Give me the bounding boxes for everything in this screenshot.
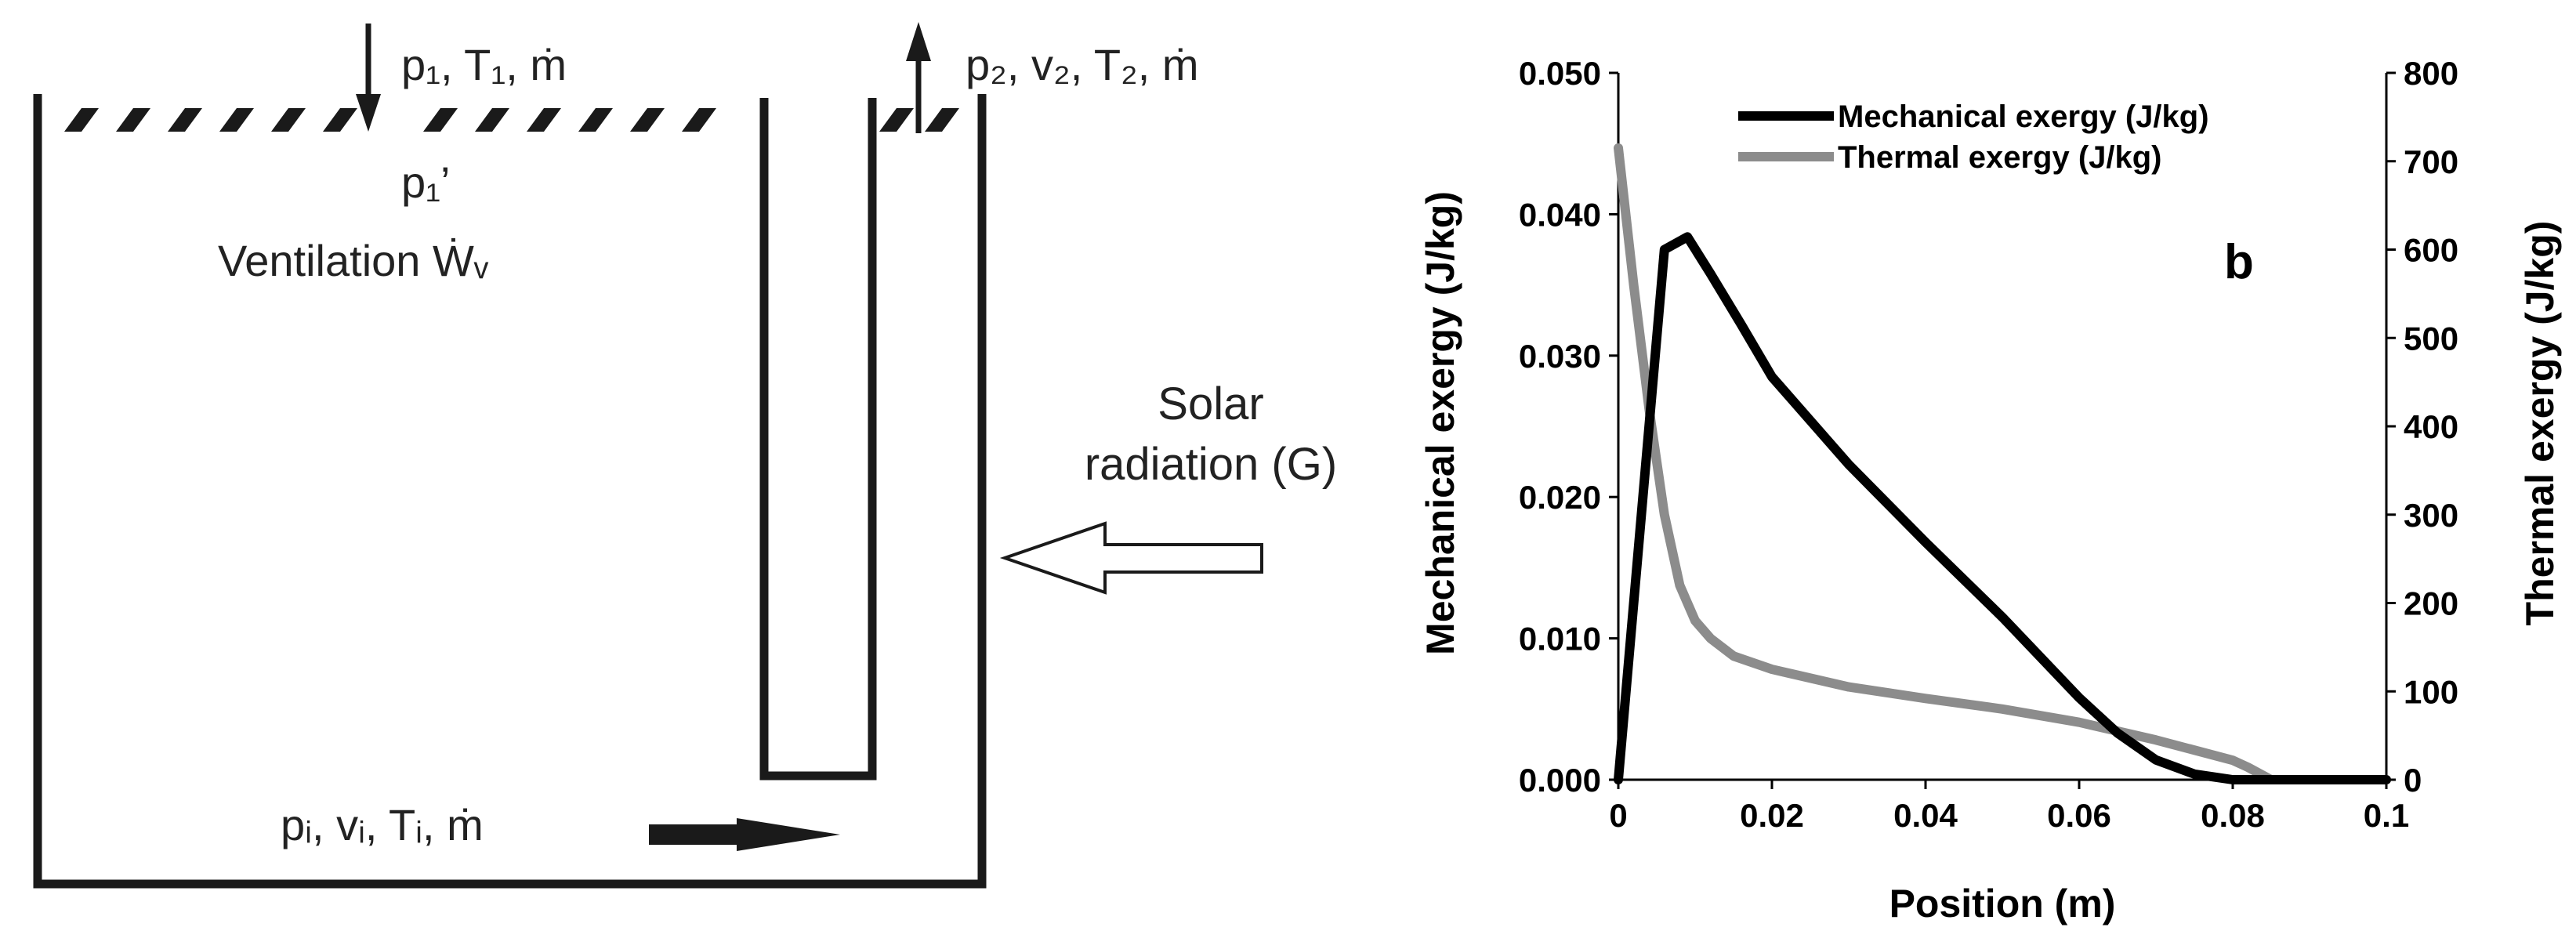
legend-label-mechanical: Mechanical exergy (J/kg) bbox=[1838, 100, 2209, 134]
x-tick-label: 0.02 bbox=[1740, 797, 1804, 834]
right-axis-ticks: 0 100 200 300 400 500 600 700 800 bbox=[2386, 55, 2458, 799]
inlet-arrow-down bbox=[356, 24, 381, 132]
series-line-mechanical-exergy bbox=[1614, 232, 2391, 784]
x-tick-label: 0 bbox=[1609, 797, 1627, 834]
solar-radiation-arrow bbox=[999, 521, 1263, 595]
x-axis-ticks: 0 0.02 0.04 0.06 0.08 0.1 bbox=[1609, 780, 2409, 834]
inlet-label: p₁, T₁, ṁ bbox=[401, 40, 567, 89]
right-tick-label: 600 bbox=[2404, 232, 2458, 269]
right-tick-label: 700 bbox=[2404, 143, 2458, 180]
outlet-arrow-up bbox=[906, 22, 931, 133]
left-tick-label: 0.020 bbox=[1519, 479, 1601, 516]
left-axis-title: Mechanical exergy (J/kg) bbox=[1418, 191, 1462, 655]
p1-prime-label: p₁’ bbox=[401, 158, 450, 207]
legend: Mechanical exergy (J/kg) Thermal exergy … bbox=[1738, 100, 2209, 175]
x-tick-label: 0.1 bbox=[2364, 797, 2409, 834]
left-tick-label: 0.050 bbox=[1519, 55, 1601, 92]
right-tick-label: 200 bbox=[2404, 585, 2458, 622]
bottom-flow-arrow bbox=[649, 818, 840, 851]
legend-label-thermal: Thermal exergy (J/kg) bbox=[1838, 140, 2162, 175]
x-tick-label: 0.06 bbox=[2047, 797, 2111, 834]
solar-label-line1: Solar bbox=[1158, 379, 1263, 429]
porous-top-hatch bbox=[64, 108, 959, 132]
x-axis-title: Position (m) bbox=[1889, 882, 2116, 925]
solar-label-line2: radiation (G) bbox=[1085, 439, 1337, 490]
right-tick-label: 0 bbox=[2404, 762, 2422, 799]
inner-channel-wall bbox=[759, 98, 877, 781]
right-tick-label: 400 bbox=[2404, 408, 2458, 445]
left-tick-label: 0.010 bbox=[1519, 621, 1601, 657]
right-axis-title: Thermal exergy (J/kg) bbox=[2518, 221, 2562, 626]
left-tick-label: 0.030 bbox=[1519, 338, 1601, 375]
x-tick-label: 0.04 bbox=[1893, 797, 1958, 834]
container-left-wall bbox=[33, 94, 987, 889]
left-tick-label: 0.000 bbox=[1519, 762, 1601, 799]
ventilation-label: Ventilation Ẇᵥ bbox=[218, 236, 489, 285]
exergy-chart: 0 0.02 0.04 0.06 0.08 0.1 0.000 0.010 0.020 0.03… bbox=[1418, 55, 2562, 925]
panel-label: b bbox=[2224, 235, 2254, 289]
right-tick-label: 800 bbox=[2404, 55, 2458, 92]
x-tick-label: 0.08 bbox=[2201, 797, 2265, 834]
right-tick-label: 500 bbox=[2404, 320, 2458, 357]
right-tick-label: 100 bbox=[2404, 673, 2458, 710]
right-tick-label: 300 bbox=[2404, 497, 2458, 534]
outlet-label: p₂, v₂, T₂, ṁ bbox=[966, 40, 1199, 89]
bottom-flow-label: pᵢ, vᵢ, Tᵢ, ṁ bbox=[281, 800, 484, 849]
left-axis-ticks: 0.000 0.010 0.020 0.030 0.040 0.050 bbox=[1519, 55, 1618, 799]
schematic-diagram: p₁, T₁, ṁ p₂, v₂, T₂, ṁ p₁’ Ventilation … bbox=[33, 22, 1337, 889]
left-tick-label: 0.040 bbox=[1519, 196, 1601, 233]
series-line-thermal-exergy bbox=[1614, 143, 2391, 784]
